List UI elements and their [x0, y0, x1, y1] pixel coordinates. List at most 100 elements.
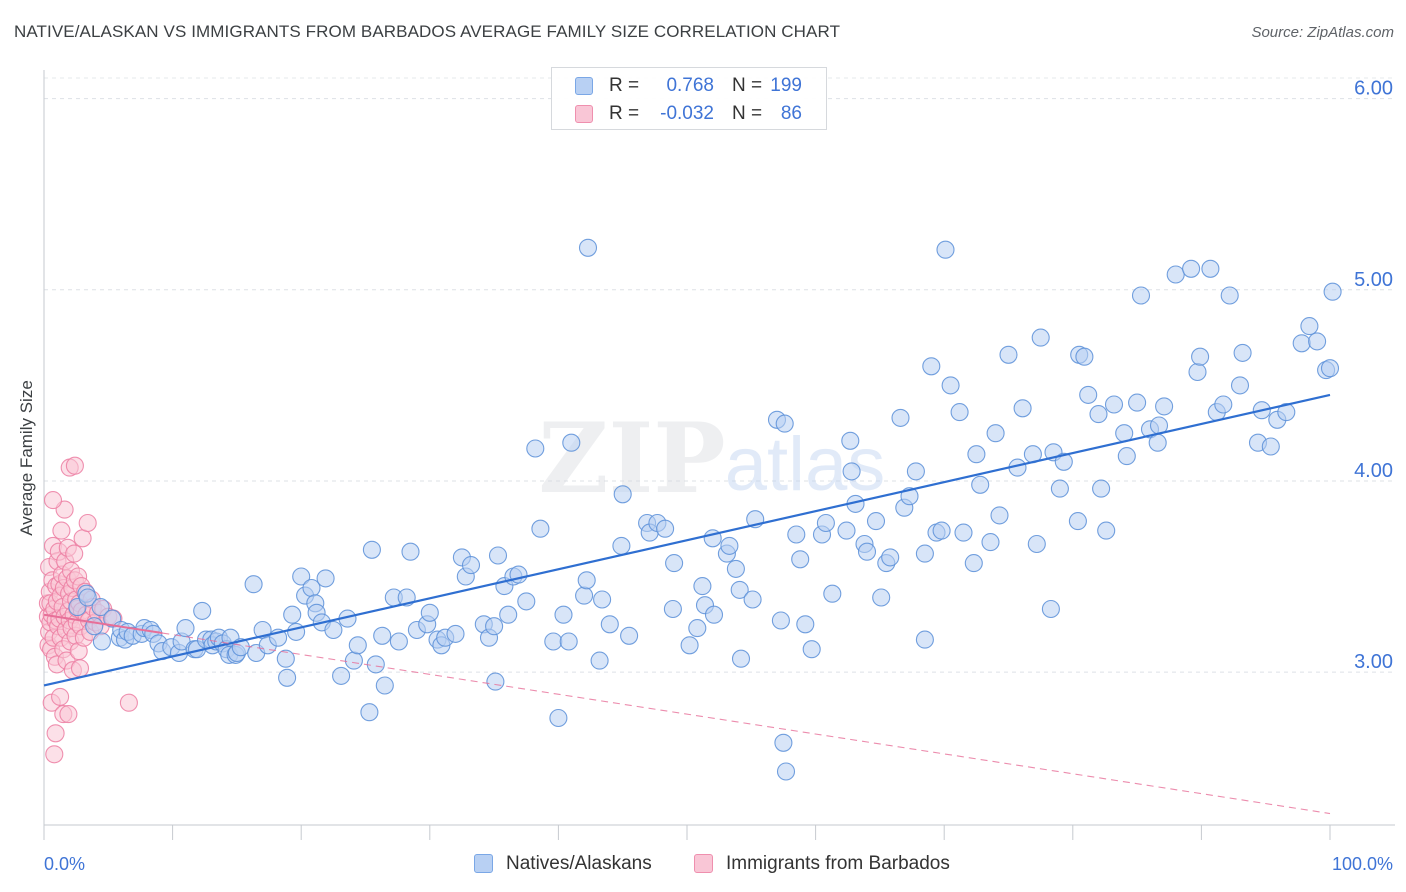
legend-r-value: 0.768	[666, 75, 714, 96]
natives-point	[1201, 259, 1220, 278]
natives-point	[941, 376, 960, 395]
natives-point	[1214, 395, 1233, 414]
legend-n-value: 199	[770, 75, 802, 96]
barbados-point	[70, 659, 90, 678]
natives-point	[1261, 437, 1280, 456]
series-swatch-natives	[474, 854, 493, 873]
natives-point	[796, 615, 815, 634]
legend-r-value: -0.032	[660, 103, 714, 124]
natives-point	[1320, 359, 1340, 378]
natives-point	[964, 554, 983, 573]
natives-point	[316, 569, 335, 588]
barbados-point	[73, 529, 92, 548]
axes	[43, 70, 1395, 840]
natives-point	[1075, 347, 1094, 366]
natives-point	[193, 601, 212, 620]
source-label: Source: ZipAtlas.com	[1251, 24, 1394, 41]
legend-n-value: 86	[780, 103, 802, 124]
natives-point	[999, 345, 1018, 364]
natives-point	[1277, 403, 1296, 422]
natives-point	[593, 590, 612, 609]
barbados-point	[65, 456, 84, 475]
natives-point	[981, 533, 1000, 552]
natives-point	[720, 536, 739, 555]
natives-point	[823, 584, 842, 603]
natives-point	[726, 559, 745, 578]
natives-point	[488, 546, 508, 565]
natives-point	[774, 733, 793, 752]
natives-point	[526, 439, 545, 458]
natives-point	[731, 649, 751, 668]
barbados-point	[119, 693, 138, 712]
barbados-point	[52, 521, 71, 540]
natives-point	[1308, 332, 1327, 351]
natives-point	[1104, 395, 1124, 414]
natives-point	[276, 649, 295, 668]
natives-point	[517, 592, 536, 611]
legend-row-natives: R = 0.768 N = 199	[552, 72, 826, 100]
natives-point	[663, 599, 682, 619]
natives-point	[612, 536, 631, 555]
series-label-natives: Natives/Alaskans	[506, 853, 652, 874]
natives-point	[1031, 328, 1050, 347]
natives-point	[1300, 317, 1319, 336]
natives-point	[324, 620, 343, 640]
natives-point	[743, 590, 762, 609]
natives-point	[915, 544, 934, 563]
natives-point	[775, 414, 794, 433]
natives-point	[1097, 521, 1116, 540]
natives-point	[446, 624, 465, 643]
series-swatch-barbados	[694, 854, 713, 873]
natives-point	[1050, 479, 1069, 498]
barbados-point	[45, 745, 64, 764]
natives-point	[486, 672, 505, 691]
natives-point	[816, 513, 835, 533]
natives-point	[283, 605, 302, 624]
natives-point	[1079, 385, 1098, 404]
natives-point	[906, 462, 925, 481]
legend-swatch-natives	[575, 77, 593, 95]
barbados-trend-line-dashed	[162, 632, 1331, 815]
natives-point	[1323, 282, 1342, 301]
barbados-point	[46, 724, 65, 743]
natives-point	[891, 408, 910, 427]
y-tick-label: 6.00	[1354, 78, 1393, 100]
natives-point	[559, 632, 578, 651]
natives-point	[1182, 259, 1201, 278]
natives-point	[1128, 393, 1147, 412]
natives-point	[91, 598, 110, 617]
natives-point	[950, 403, 969, 422]
natives-point	[577, 571, 596, 590]
natives-point	[990, 506, 1009, 525]
natives-points	[68, 238, 1342, 781]
natives-point	[531, 519, 550, 538]
natives-point	[1166, 265, 1185, 284]
natives-point	[590, 651, 609, 670]
natives-point	[549, 708, 568, 728]
natives-point	[1131, 286, 1151, 305]
natives-point	[1230, 376, 1250, 395]
natives-point	[544, 632, 563, 651]
natives-point	[688, 619, 707, 638]
natives-point	[915, 630, 934, 649]
series-label-barbados: Immigrants from Barbados	[726, 853, 950, 874]
natives-point	[360, 703, 379, 722]
natives-point	[971, 475, 990, 494]
legend-swatch-barbados	[575, 105, 593, 123]
natives-point	[1292, 334, 1311, 353]
natives-point	[344, 651, 363, 670]
natives-point	[776, 762, 796, 781]
natives-point	[1117, 447, 1136, 466]
natives-point	[730, 580, 749, 599]
trend-lines	[43, 393, 1331, 815]
natives-point	[420, 603, 439, 622]
natives-point	[85, 617, 104, 636]
natives-point	[1155, 397, 1174, 416]
x-tick-label-max: 100.0%	[1332, 854, 1393, 874]
natives-point	[680, 636, 699, 655]
natives-point	[176, 619, 195, 638]
natives-point	[787, 525, 806, 544]
correlation-legend: R = 0.768 N = 199 R = -0.032 N = 86	[551, 67, 827, 130]
natives-point	[366, 655, 385, 674]
natives-point	[771, 611, 790, 630]
